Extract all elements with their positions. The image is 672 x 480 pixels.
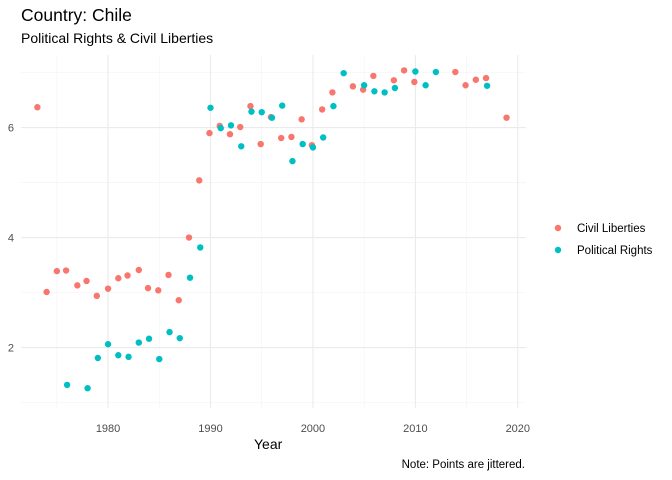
point-civil-liberties bbox=[34, 104, 41, 111]
point-civil-liberties bbox=[53, 267, 61, 275]
point-political-rights bbox=[115, 352, 122, 359]
point-civil-liberties bbox=[74, 282, 81, 289]
point-political-rights bbox=[381, 89, 388, 96]
point-civil-liberties bbox=[503, 114, 510, 121]
x-tick-label: 2010 bbox=[403, 423, 427, 435]
x-tick-label: 1990 bbox=[198, 423, 222, 435]
x-tick-label: 2020 bbox=[506, 423, 530, 435]
y-tick-label: 4 bbox=[8, 233, 14, 245]
tick-labels: 1980 1990 2000 2010 2020 2 4 6 bbox=[8, 123, 530, 435]
y-tick-label: 2 bbox=[8, 343, 14, 355]
point-political-rights bbox=[279, 102, 286, 109]
point-political-rights bbox=[309, 144, 317, 151]
point-civil-liberties bbox=[462, 82, 469, 89]
point-political-rights bbox=[422, 82, 429, 89]
point-political-rights bbox=[412, 68, 419, 75]
point-political-rights bbox=[227, 122, 235, 129]
point-political-rights bbox=[125, 353, 132, 361]
point-civil-liberties bbox=[318, 106, 326, 113]
point-political-rights bbox=[94, 354, 102, 362]
legend-label: Civil Liberties bbox=[577, 223, 646, 235]
grid-lines bbox=[21, 55, 526, 408]
point-political-rights bbox=[483, 82, 491, 89]
point-civil-liberties bbox=[135, 266, 142, 274]
point-political-rights bbox=[432, 68, 440, 76]
point-political-rights bbox=[330, 102, 337, 110]
point-civil-liberties bbox=[277, 134, 285, 142]
point-political-rights bbox=[176, 334, 183, 342]
point-civil-liberties bbox=[298, 116, 305, 123]
point-civil-liberties bbox=[206, 129, 213, 137]
point-civil-liberties bbox=[185, 234, 193, 241]
point-civil-liberties bbox=[196, 177, 203, 184]
point-political-rights bbox=[258, 108, 265, 116]
point-civil-liberties bbox=[43, 288, 50, 296]
point-political-rights bbox=[217, 124, 224, 132]
point-civil-liberties bbox=[390, 77, 398, 84]
point-civil-liberties bbox=[472, 76, 480, 83]
point-political-rights bbox=[248, 108, 255, 115]
data-points bbox=[34, 67, 510, 392]
point-civil-liberties bbox=[104, 285, 112, 292]
point-political-rights bbox=[238, 143, 245, 150]
point-civil-liberties bbox=[452, 68, 459, 76]
point-civil-liberties bbox=[165, 271, 172, 279]
point-civil-liberties bbox=[62, 267, 70, 274]
point-political-rights bbox=[319, 134, 327, 141]
x-tick-label: 2000 bbox=[301, 423, 325, 435]
point-civil-liberties bbox=[482, 74, 490, 82]
point-political-rights bbox=[156, 355, 163, 363]
point-political-rights bbox=[371, 88, 378, 95]
point-civil-liberties bbox=[144, 284, 152, 292]
legend-key bbox=[554, 224, 562, 232]
point-civil-liberties bbox=[237, 123, 244, 131]
x-tick-label: 1980 bbox=[96, 423, 120, 435]
point-political-rights bbox=[391, 84, 399, 92]
point-political-rights bbox=[166, 328, 173, 336]
point-civil-liberties bbox=[349, 83, 357, 90]
chart-caption: Note: Points are jittered. bbox=[401, 459, 525, 471]
point-political-rights bbox=[360, 82, 368, 89]
point-civil-liberties bbox=[124, 272, 131, 279]
x-axis-label: Year bbox=[254, 436, 283, 452]
point-political-rights bbox=[145, 335, 153, 342]
point-civil-liberties bbox=[370, 72, 377, 80]
point-civil-liberties bbox=[247, 102, 254, 110]
point-political-rights bbox=[268, 114, 276, 121]
point-political-rights bbox=[84, 385, 91, 392]
chart-subtitle: Political Rights & Civil Liberties bbox=[21, 30, 214, 46]
point-civil-liberties bbox=[329, 89, 336, 96]
point-political-rights bbox=[299, 140, 306, 148]
point-civil-liberties bbox=[288, 133, 295, 141]
legend-label: Political Rights bbox=[577, 245, 653, 257]
point-civil-liberties bbox=[411, 78, 418, 86]
point-civil-liberties bbox=[83, 277, 90, 285]
point-civil-liberties bbox=[115, 275, 122, 282]
point-political-rights bbox=[186, 274, 194, 281]
point-civil-liberties bbox=[155, 287, 162, 294]
point-civil-liberties bbox=[400, 67, 408, 74]
legend: Civil Liberties Political Rights bbox=[554, 223, 653, 257]
y-tick-label: 6 bbox=[8, 123, 14, 135]
chart-title: Country: Chile bbox=[21, 5, 132, 25]
point-political-rights bbox=[135, 339, 142, 346]
point-political-rights bbox=[63, 381, 71, 389]
point-civil-liberties bbox=[226, 130, 234, 138]
point-civil-liberties bbox=[175, 297, 182, 304]
point-civil-liberties bbox=[257, 140, 264, 148]
point-civil-liberties bbox=[93, 292, 101, 300]
point-political-rights bbox=[340, 69, 347, 77]
point-political-rights bbox=[289, 157, 296, 165]
point-political-rights bbox=[197, 244, 204, 251]
point-political-rights bbox=[207, 104, 214, 111]
point-political-rights bbox=[104, 341, 112, 348]
legend-key bbox=[554, 246, 562, 254]
